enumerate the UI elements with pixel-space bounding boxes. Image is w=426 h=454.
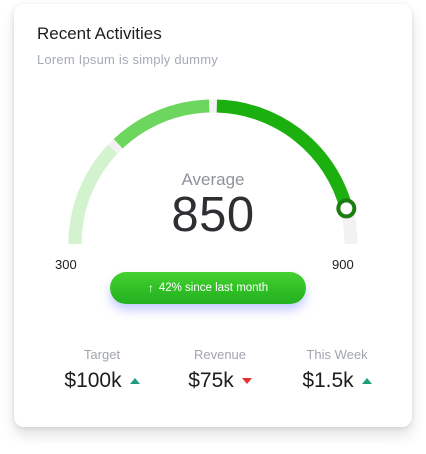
trend-down-icon <box>241 378 252 384</box>
gauge-average-value: 850 <box>171 188 255 242</box>
stat-label: Revenue <box>193 347 247 362</box>
gauge-segment-dark <box>216 99 353 211</box>
gauge-knob[interactable] <box>336 198 357 219</box>
trend-up-icon <box>361 378 372 384</box>
stat-value: $1.5k <box>302 369 354 392</box>
stat-value: $75k <box>188 369 234 392</box>
gauge-chart <box>68 99 358 245</box>
stat-this-week: This Week $1.5k <box>272 347 402 393</box>
stat-target: Target $100k <box>37 347 167 393</box>
gauge-min-label: 300 <box>55 257 77 272</box>
card-subtitle: Lorem Ipsum is simply dummy <box>37 52 218 67</box>
arrow-up-icon: ↑ <box>147 281 154 295</box>
trend-up-icon <box>129 378 140 384</box>
gauge-average-label: Average <box>181 170 245 189</box>
card-title: Recent Activities <box>37 24 162 43</box>
gauge-segment-mid <box>113 99 210 149</box>
growth-badge-text: 42% since last month <box>158 282 269 294</box>
stat-value: $100k <box>64 369 122 392</box>
stat-label: This Week <box>306 347 368 362</box>
gauge-segment-light <box>68 144 118 245</box>
growth-badge: ↑ 42% since last month <box>110 272 306 304</box>
stat-label: Target <box>83 347 121 362</box>
recent-activities-card: Recent Activities Lorem Ipsum is simply … <box>14 4 412 427</box>
gauge-max-label: 900 <box>332 257 354 272</box>
stat-revenue: Revenue $75k <box>155 347 285 393</box>
